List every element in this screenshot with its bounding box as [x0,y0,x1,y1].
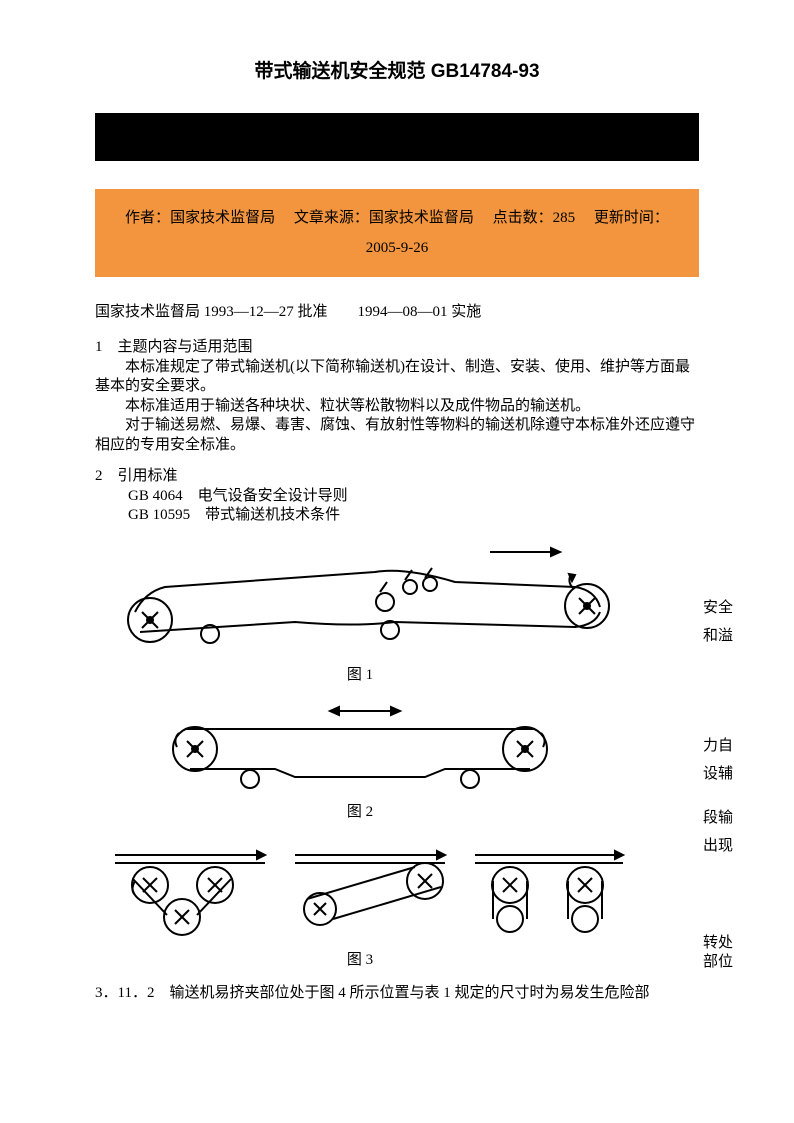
side-4b: 部位 [703,953,761,973]
sec1-p1: 本标准规定了带式输送机(以下简称输送机)在设计、制造、安装、使用、维护等方面最基… [95,358,699,397]
black-bar [95,113,699,161]
side-2a: 力自 [703,732,761,761]
hits-label: 点击数： [493,210,553,226]
side-4a: 转处 [703,934,761,954]
fig1-label: 图 1 [95,666,625,686]
fig2-label: 图 2 [95,803,625,823]
side-text-3: 段输 出现 [703,804,761,861]
side-3b: 出现 [703,832,761,861]
side-text-4: 转处 部位 [703,934,761,973]
figure-2 [95,699,625,799]
sec1-p3: 对于输送易燃、易爆、毒害、腐蚀、有放射性等物料的输送机除遵守本标准外还应遵守相应… [95,416,699,455]
ref-gb10595: GB 10595 带式输送机技术条件 [95,506,699,526]
meta-box: 作者：国家技术监督局 文章来源：国家技术监督局 点击数：285 更新时间： 20… [95,189,699,277]
fig3-label: 图 3 [95,951,625,971]
bottom-paragraph: 3．11．2 输送机易挤夹部位处于图 4 所示位置与表 1 规定的尺寸时为易发生… [95,984,699,1004]
section1-head: 1 主题内容与适用范围 [95,338,699,358]
side-1a: 安全 [703,594,761,623]
page-title: 带式输送机安全规范 GB14784-93 [95,60,699,85]
source-label: 文章来源： [294,210,369,226]
author: 国家技术监督局 [170,210,275,226]
side-1b: 和溢 [703,622,761,651]
figures-block: 安全 和溢 力自 设辅 段输 出现 转处 部位 [95,532,699,971]
side-text-2: 力自 设辅 [703,732,761,789]
ref-gb4064: GB 4064 电气设备安全设计导则 [95,487,699,507]
approval-line: 国家技术监督局 1993—12—27 批准 1994—08—01 实施 [95,303,699,323]
side-text-1: 安全 和溢 [703,594,761,651]
update-date: 2005-9-26 [366,240,429,256]
update-label: 更新时间： [594,210,669,226]
side-3a: 段输 [703,804,761,833]
source: 国家技术监督局 [369,210,474,226]
figure-1 [95,532,625,662]
author-label: 作者： [125,210,170,226]
side-2b: 设辅 [703,760,761,789]
sec1-p2: 本标准适用于输送各种块状、粒状等松散物料以及成件物品的输送机。 [95,397,699,417]
figure-3 [95,837,625,947]
hits: 285 [553,210,576,226]
section2-head: 2 引用标准 [95,467,699,487]
